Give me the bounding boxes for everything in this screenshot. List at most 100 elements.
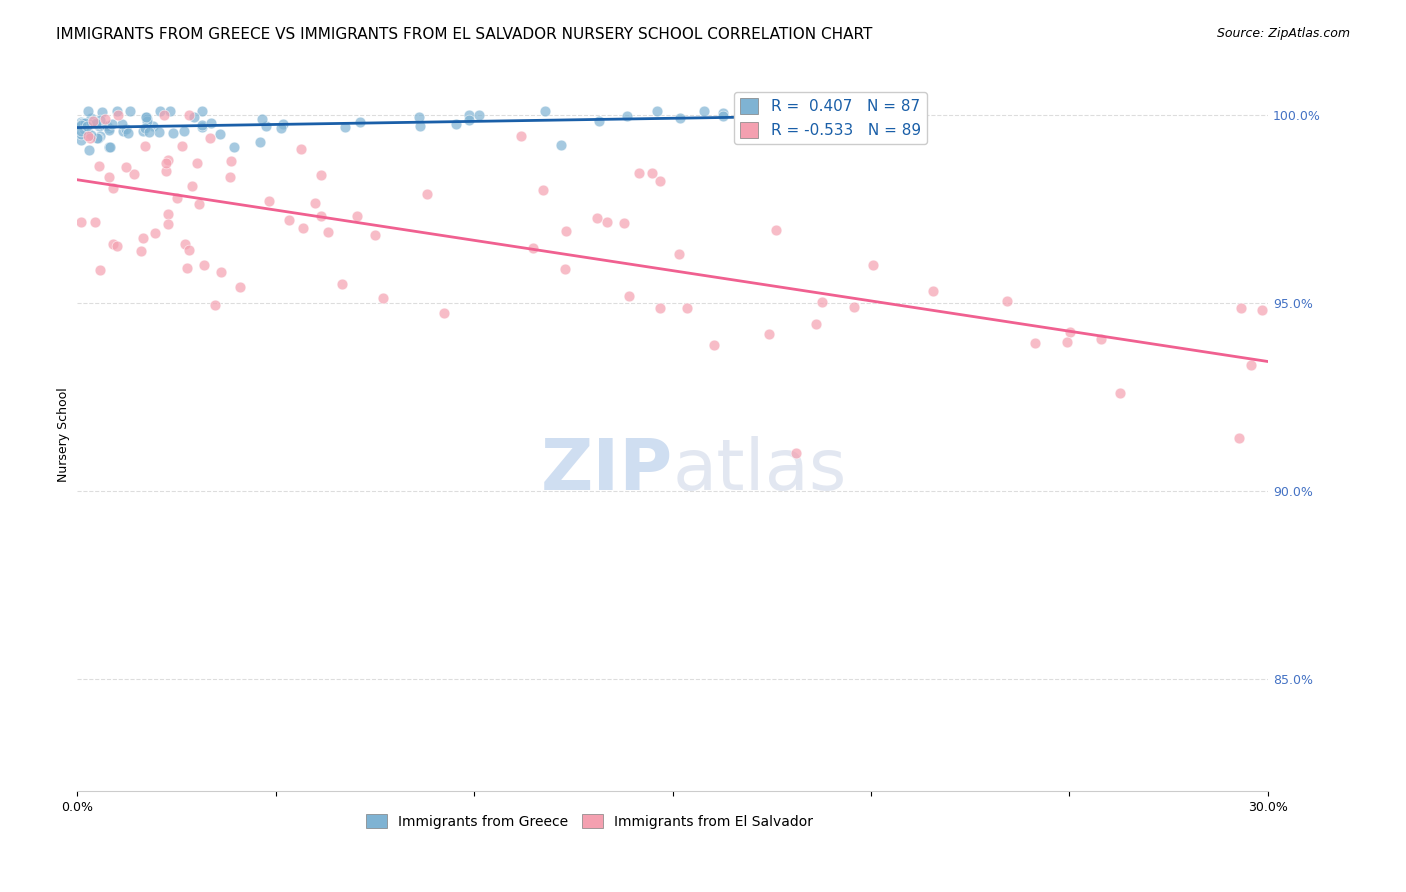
Point bbox=[152, 108, 174, 122]
Point bbox=[107, 108, 129, 122]
Point bbox=[122, 168, 145, 182]
Point bbox=[91, 104, 114, 119]
Point bbox=[995, 294, 1018, 309]
Point bbox=[1059, 325, 1081, 339]
Point bbox=[89, 113, 111, 128]
Point bbox=[330, 277, 353, 291]
Point bbox=[198, 131, 221, 145]
Point bbox=[209, 264, 232, 278]
Point bbox=[468, 108, 491, 122]
Point bbox=[457, 113, 479, 128]
Point bbox=[1230, 301, 1253, 315]
Text: atlas: atlas bbox=[672, 435, 846, 505]
Point bbox=[271, 117, 294, 131]
Point bbox=[1024, 335, 1046, 350]
Point bbox=[457, 107, 479, 121]
Point bbox=[650, 301, 672, 316]
Point bbox=[174, 237, 197, 252]
Point bbox=[254, 119, 277, 133]
Point bbox=[157, 207, 180, 221]
Point bbox=[80, 112, 103, 126]
Point bbox=[316, 226, 339, 240]
Point bbox=[136, 112, 159, 127]
Point bbox=[105, 104, 128, 119]
Point bbox=[534, 104, 557, 119]
Point bbox=[89, 262, 111, 277]
Point bbox=[155, 164, 177, 178]
Point bbox=[531, 183, 554, 197]
Point bbox=[291, 221, 314, 235]
Point bbox=[811, 111, 834, 125]
Point bbox=[76, 119, 98, 133]
Point bbox=[628, 166, 651, 180]
Point bbox=[94, 112, 117, 127]
Point bbox=[98, 170, 121, 185]
Point bbox=[811, 294, 834, 309]
Point bbox=[76, 123, 98, 137]
Point bbox=[845, 114, 868, 128]
Point bbox=[135, 110, 157, 124]
Point bbox=[98, 139, 121, 153]
Point bbox=[143, 226, 166, 240]
Point bbox=[250, 112, 273, 126]
Point bbox=[190, 118, 212, 132]
Point bbox=[648, 174, 671, 188]
Text: Source: ZipAtlas.com: Source: ZipAtlas.com bbox=[1216, 27, 1350, 40]
Point bbox=[669, 111, 692, 125]
Point bbox=[641, 166, 664, 180]
Point bbox=[270, 120, 292, 135]
Point bbox=[101, 181, 124, 195]
Point bbox=[186, 156, 208, 170]
Point bbox=[70, 133, 93, 147]
Point bbox=[1240, 358, 1263, 372]
Point bbox=[162, 126, 184, 140]
Point bbox=[408, 119, 430, 133]
Point bbox=[804, 317, 827, 331]
Point bbox=[76, 129, 98, 144]
Point bbox=[87, 159, 110, 173]
Point bbox=[921, 284, 943, 298]
Point bbox=[79, 131, 101, 145]
Point bbox=[72, 116, 94, 130]
Point bbox=[75, 120, 97, 135]
Point bbox=[333, 120, 356, 135]
Point bbox=[187, 197, 209, 211]
Point bbox=[111, 117, 134, 131]
Point bbox=[668, 247, 690, 261]
Point bbox=[70, 119, 93, 133]
Point bbox=[619, 289, 641, 303]
Point bbox=[70, 124, 93, 138]
Point bbox=[1109, 385, 1132, 400]
Point bbox=[135, 110, 157, 124]
Point bbox=[277, 213, 299, 227]
Point bbox=[613, 217, 636, 231]
Point bbox=[416, 186, 439, 201]
Point bbox=[84, 215, 107, 229]
Point bbox=[101, 117, 124, 131]
Point bbox=[827, 104, 849, 119]
Point bbox=[98, 140, 121, 154]
Point bbox=[222, 140, 245, 154]
Point bbox=[616, 109, 638, 123]
Point bbox=[136, 113, 159, 128]
Point bbox=[79, 118, 101, 132]
Point bbox=[555, 224, 578, 238]
Point bbox=[77, 104, 100, 119]
Point bbox=[676, 301, 699, 315]
Point bbox=[842, 300, 865, 314]
Point bbox=[200, 115, 222, 129]
Y-axis label: Nursery School: Nursery School bbox=[58, 387, 70, 482]
Point bbox=[82, 114, 104, 128]
Point bbox=[72, 116, 94, 130]
Point bbox=[120, 104, 142, 119]
Point bbox=[112, 124, 135, 138]
Point bbox=[105, 239, 128, 253]
Point bbox=[114, 121, 136, 136]
Point bbox=[173, 124, 195, 138]
Legend: Immigrants from Greece, Immigrants from El Salvador: Immigrants from Greece, Immigrants from … bbox=[360, 808, 818, 834]
Point bbox=[522, 241, 544, 255]
Point bbox=[170, 139, 193, 153]
Point bbox=[309, 209, 332, 223]
Point bbox=[70, 215, 93, 229]
Point bbox=[408, 110, 430, 124]
